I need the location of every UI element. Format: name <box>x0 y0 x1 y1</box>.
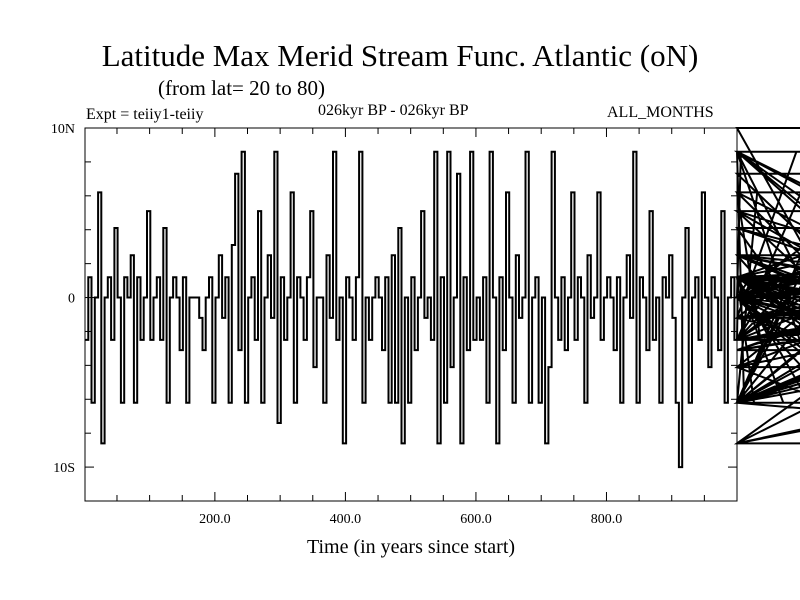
axis-ticks <box>85 127 737 502</box>
chart-title: Latitude Max Merid Stream Func. Atlantic… <box>101 38 699 73</box>
y-tick-label: 10N <box>51 122 75 137</box>
period-label: 026kyr BP - 026kyr BP <box>318 102 469 119</box>
x-tick-label: 200.0 <box>199 512 231 527</box>
x-tick-label: 600.0 <box>460 512 492 527</box>
chart-subtitle: (from lat= 20 to 80) <box>158 76 325 100</box>
y-tick-label: 0 <box>68 292 75 307</box>
x-tick-label: 800.0 <box>591 512 623 527</box>
experiment-label: Expt = teiiy1-teiiy <box>86 106 204 123</box>
x-tick-label: 400.0 <box>330 512 362 527</box>
y-tick-label: 10S <box>53 461 75 476</box>
plot-frame <box>84 127 738 502</box>
x-axis-label: Time (in years since start) <box>307 536 515 558</box>
series-line <box>85 127 800 469</box>
tick-labels: 200.0 400.0 600.0 800.0 10N 0 10S <box>51 122 622 527</box>
months-label: ALL_MONTHS <box>607 104 714 121</box>
